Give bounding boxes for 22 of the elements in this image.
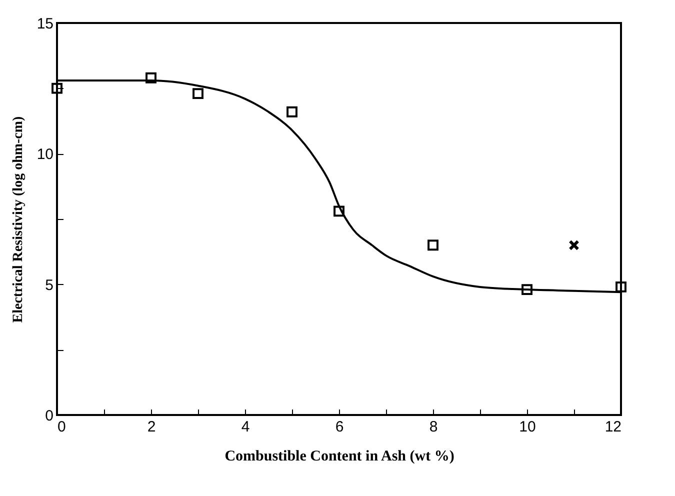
y-axis-title: Electrical Resistivity (log ohm-cm)	[10, 116, 26, 323]
x-tick-label: 6	[335, 418, 344, 436]
x-tick-label: 8	[429, 418, 438, 436]
y-tick-label: 5	[45, 276, 54, 294]
point	[568, 240, 580, 251]
point	[428, 240, 438, 251]
x-tick-label: 10	[519, 418, 536, 436]
point	[286, 106, 298, 118]
point	[146, 72, 156, 84]
x-tick-label: 0	[58, 418, 66, 436]
y-tick-label: 0	[45, 408, 54, 424]
x-axis-title: Combustible Content in Ash (wt %)	[224, 448, 454, 464]
y-tick-label: 10	[36, 146, 54, 164]
point	[192, 88, 204, 100]
x-tick-label: 2	[147, 418, 156, 436]
point	[52, 82, 62, 94]
point	[334, 206, 344, 217]
x-tick-label: 4	[241, 418, 250, 436]
point	[616, 281, 626, 292]
y-tick-label: 15	[36, 16, 54, 32]
point	[522, 284, 532, 296]
x-tick-label: 12	[604, 418, 622, 436]
